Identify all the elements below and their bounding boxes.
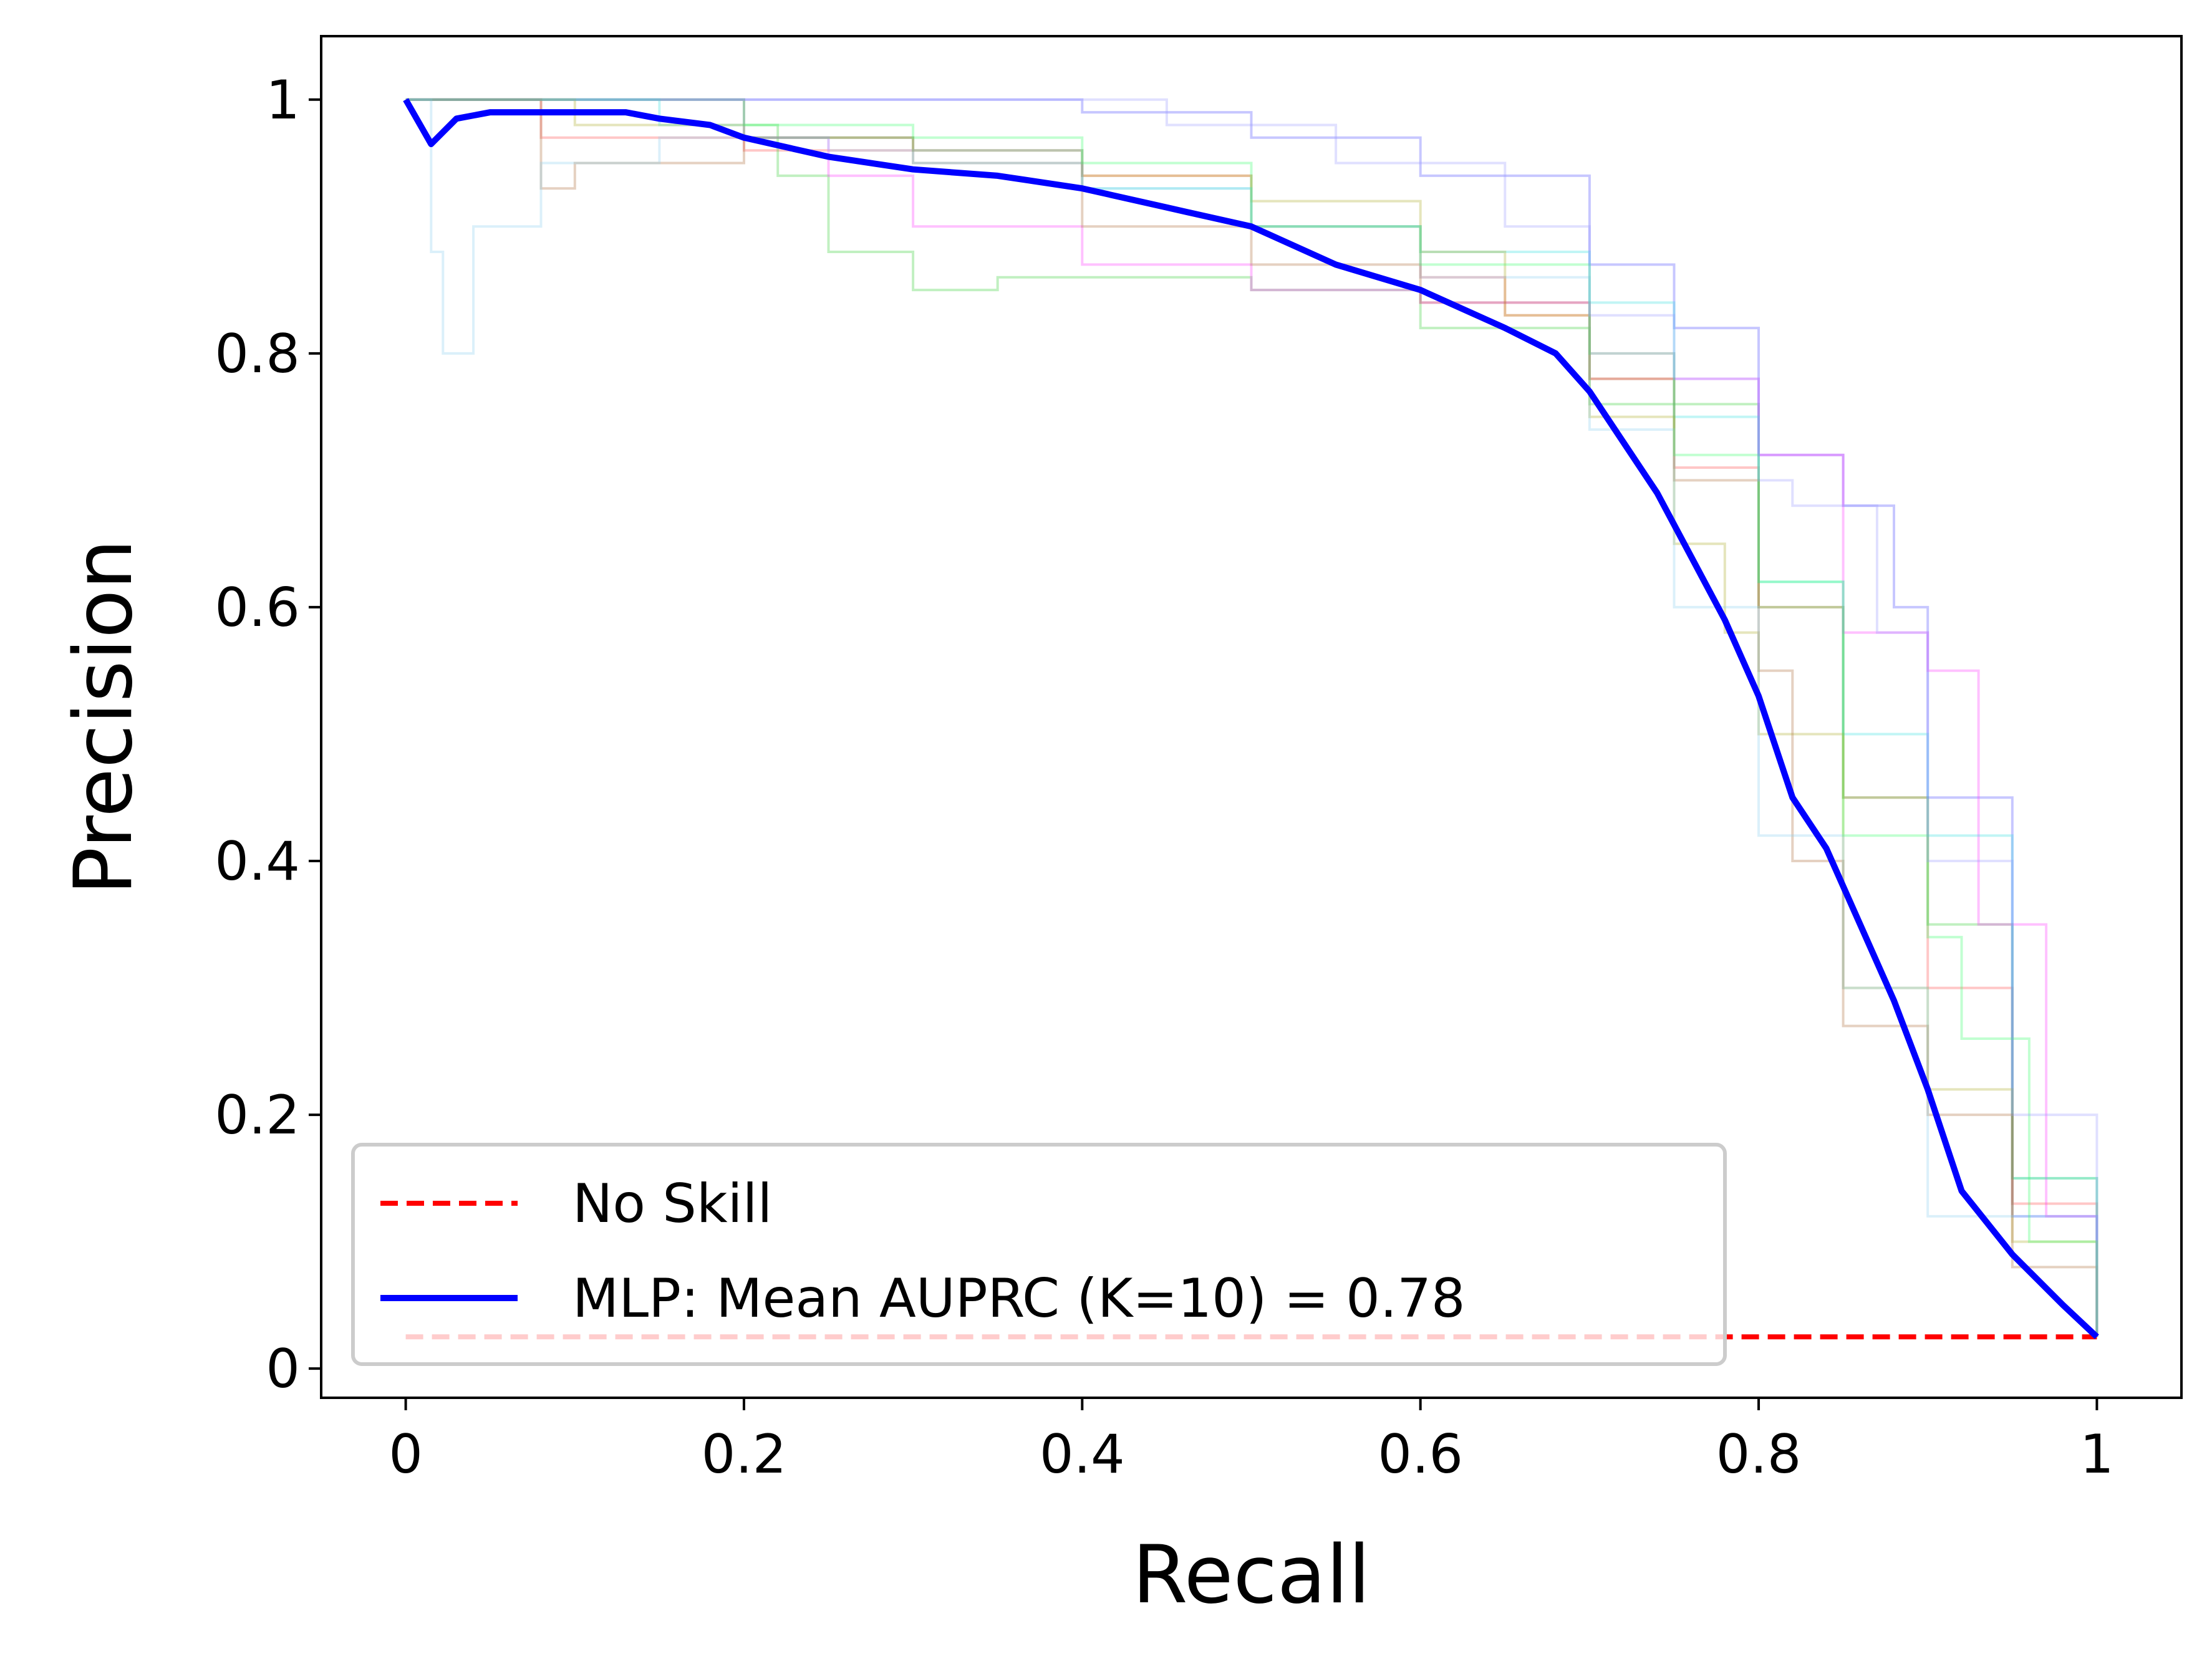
fold-curve-1 [405,98,2099,1337]
fold-curve-3 [405,98,2099,1337]
legend: No Skill MLP: Mean AUPRC (K=10) = 0.78 [351,1143,1727,1366]
y-tick-label: 0.2 [215,1084,300,1147]
legend-box [351,1143,1727,1366]
fold-curve-9 [405,98,2099,1337]
fold-curve-4 [405,98,2099,1337]
legend-label-no-skill: No Skill [572,1173,772,1235]
x-axis-label: Recall [1133,1529,1371,1622]
fold-curves [405,98,2099,1337]
mean-curve-layer [403,98,2099,1339]
y-tick-label: 0 [266,1338,300,1400]
y-axis-label: Precision [57,539,150,895]
y-tick-label: 0.4 [215,830,300,893]
x-tick-label: 1 [2080,1423,2114,1486]
x-tick-label: 0.6 [1378,1423,1463,1486]
y-axis-ticks: 0 0.2 0.4 0.6 0.8 1 [215,69,321,1400]
fold-curve-10 [405,98,2099,1337]
plot-frame [320,35,2183,1399]
x-axis-ticks: 0 0.2 0.4 0.6 0.8 1 [389,1398,2114,1486]
y-tick-label: 0.6 [215,577,300,639]
legend-label-mean-curve: MLP: Mean AUPRC (K=10) = 0.78 [572,1267,1466,1330]
x-tick-label: 0.2 [702,1423,787,1486]
y-tick-label: 1 [266,69,300,132]
fold-curve-8 [405,98,2099,1337]
fold-curve-7 [405,98,2099,1337]
x-tick-label: 0 [389,1423,423,1486]
x-tick-label: 0.8 [1716,1423,1802,1486]
y-tick-label: 0.8 [215,323,300,385]
fold-curve-5 [405,98,2099,1337]
x-tick-label: 0.4 [1040,1423,1125,1486]
mean-curve-line [403,98,2099,1339]
fold-curve-6 [405,98,2099,1337]
fold-curve-2 [405,98,2099,1337]
